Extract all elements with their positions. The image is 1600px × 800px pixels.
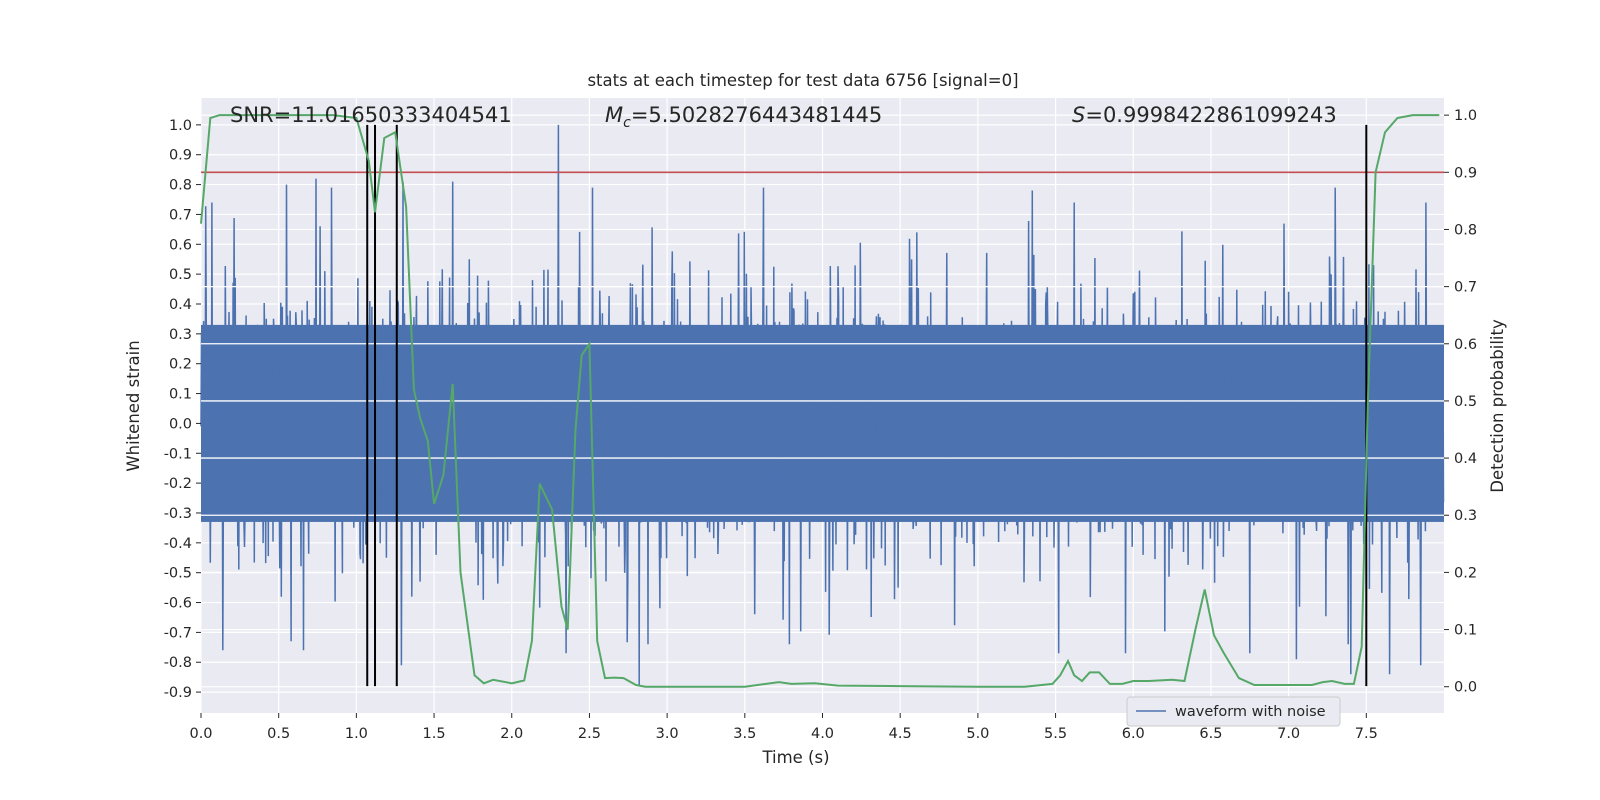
y2-tick-label: 0.7	[1454, 280, 1477, 296]
y-tick-label: 0.6	[169, 237, 192, 253]
y-tick-label: -0.1	[164, 446, 192, 462]
x-tick-label: 5.5	[1044, 726, 1067, 742]
y2-tick-label: 0.4	[1454, 451, 1477, 467]
x-tick-label: 2.0	[500, 726, 523, 742]
x-tick-label: 1.5	[423, 726, 446, 742]
legend: waveform with noise	[1126, 696, 1341, 727]
y-tick-label: 0.1	[169, 387, 192, 403]
y2-tick-label: 0.9	[1454, 165, 1477, 181]
y2-tick-label: 0.6	[1454, 337, 1477, 353]
y-tick-label: 0.5	[169, 267, 192, 283]
y-tick-label: 0.9	[169, 148, 192, 164]
x-ticks: 0.0 0.5 1.0 1.5 2.0 2.5 3.0 3.5 4.0 4.5 5.0 5.5 6.0 6…	[189, 713, 1378, 742]
overlay-lines	[200, 114, 1444, 688]
y2-tick-label: 0.8	[1454, 222, 1477, 238]
y-tick-label: -0.2	[164, 476, 192, 492]
x-tick-label: 7.0	[1277, 726, 1300, 742]
right-y-ticks: 1.0 0.9 0.8 0.7 0.6 0.5 0.4 0.3 0.2 0.1 0.0	[1444, 108, 1477, 696]
y2-tick-label: 1.0	[1454, 108, 1477, 124]
y-tick-label: 0.8	[169, 178, 192, 194]
legend-waveform-label: waveform with noise	[1175, 704, 1326, 720]
chirp-mass-subscript: c	[623, 115, 631, 131]
x-tick-label: 0.5	[267, 726, 290, 742]
waveform-line	[200, 124, 1445, 687]
snr-annotation: SNR=11.01650333404541	[230, 103, 512, 127]
chirp-mass-annotation: Mc=5.5028276443481445	[605, 103, 882, 131]
chirp-mass-value: =5.5028276443481445	[631, 103, 882, 127]
left-y-ticks: 1.0 0.9 0.8 0.7 0.6 0.5 0.4 0.3 0.2 0.1 0.0 -0.1 -0.…	[164, 118, 201, 701]
y-tick-label: -0.3	[164, 506, 192, 522]
y-tick-label: -0.4	[164, 536, 192, 552]
y-tick-label: -0.5	[164, 566, 192, 582]
y-tick-label: 0.4	[169, 297, 192, 313]
y2-tick-label: 0.5	[1454, 394, 1477, 410]
x-axis-label: Time (s)	[761, 748, 829, 767]
y-tick-label: 0.7	[169, 207, 192, 223]
y-tick-label: 0.3	[169, 327, 192, 343]
score-annotation: S=0.9998422861099243	[1072, 103, 1337, 127]
x-tick-label: 4.5	[889, 726, 912, 742]
y-axis-label: Whitened strain	[124, 340, 143, 471]
y-tick-label: -0.9	[164, 685, 192, 701]
y2-tick-label: 0.2	[1454, 565, 1477, 581]
y2-axis-label: Detection probability	[1488, 319, 1507, 493]
legend-box	[1126, 696, 1341, 727]
y-tick-label: 0.2	[169, 357, 192, 373]
x-tick-label: 6.5	[1199, 726, 1222, 742]
score-value: =0.9998422861099243	[1085, 103, 1336, 127]
x-tick-label: 4.0	[811, 726, 834, 742]
x-tick-label: 7.5	[1355, 726, 1378, 742]
x-tick-label: 5.0	[966, 726, 989, 742]
y-tick-label: 1.0	[169, 118, 192, 134]
y2-tick-label: 0.1	[1454, 623, 1477, 639]
x-tick-label: 6.0	[1122, 726, 1145, 742]
x-tick-label: 3.5	[733, 726, 756, 742]
y-tick-label: 0.0	[169, 416, 192, 432]
detection-probability-line	[200, 114, 1440, 688]
y2-tick-label: 0.3	[1454, 508, 1477, 524]
x-tick-label: 2.5	[578, 726, 601, 742]
chart-title: stats at each timestep for test data 675…	[587, 71, 1018, 90]
y-tick-label: -0.8	[164, 655, 192, 671]
y-tick-label: -0.7	[164, 625, 192, 641]
x-tick-label: 3.0	[656, 726, 679, 742]
score-symbol: S	[1072, 103, 1085, 127]
y-tick-label: -0.6	[164, 596, 192, 612]
x-tick-label: 0.0	[189, 726, 212, 742]
waveform-series	[200, 124, 1445, 687]
chirp-mass-symbol: M	[605, 103, 623, 127]
x-tick-label: 1.0	[345, 726, 368, 742]
y2-tick-label: 0.0	[1454, 680, 1477, 696]
